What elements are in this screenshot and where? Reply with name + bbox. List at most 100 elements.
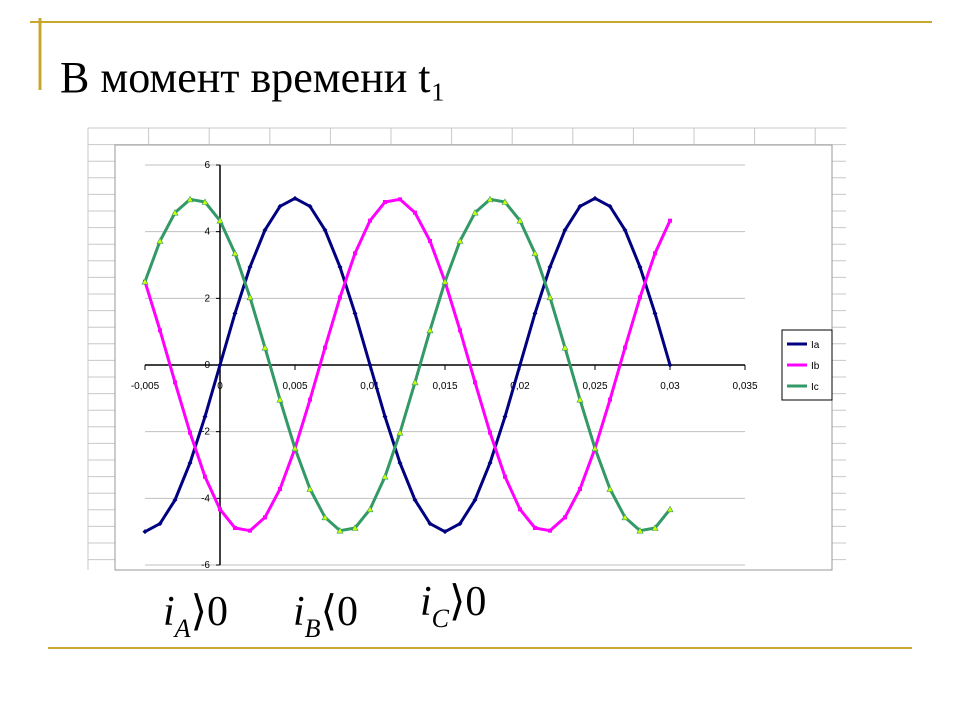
data-point [518,507,522,512]
data-point [411,378,419,386]
data-point [576,396,584,403]
data-point [351,524,359,531]
data-point [186,195,194,203]
data-point [397,460,403,466]
data-point [323,345,327,350]
data-point [577,203,583,209]
y-tick-label: -4 [201,493,210,504]
data-point [156,237,164,244]
data-point [533,526,537,530]
data-point [487,460,493,466]
data-point [217,362,223,368]
data-point [607,203,613,209]
x-tick-label: 0,02 [510,381,530,392]
data-point [502,414,508,420]
data-point [563,515,567,520]
data-point [382,414,388,420]
data-point [652,310,658,316]
data-point [276,396,284,403]
data-point [278,487,282,491]
data-point [306,485,314,492]
x-tick-label: 0,025 [582,381,607,392]
data-point [426,326,434,334]
data-point [668,218,672,223]
slide-title: В момент времени t₁ [60,53,446,102]
data-point [308,397,312,402]
formula-sub: C [432,604,450,633]
data-point [383,200,387,204]
data-point [261,344,269,351]
data-point [232,310,238,316]
data-point [457,521,463,527]
data-point [666,505,674,513]
data-point [501,198,509,205]
data-point [338,295,342,300]
data-point [368,218,372,223]
data-point [233,526,237,530]
x-tick-label: 0,015 [432,381,457,392]
data-point [157,521,163,527]
formula-sub: A [173,614,191,643]
formula: iA⟩0 [163,589,228,643]
spreadsheet-background [87,127,846,571]
data-point [321,513,329,521]
x-tick-label: 0,01 [360,381,380,392]
data-point [517,362,523,368]
data-point [562,227,568,233]
data-point [638,295,642,300]
data-point [381,473,389,480]
data-point [637,264,643,270]
series-line [143,197,672,533]
data-point [231,249,239,257]
data-point [141,278,149,285]
y-tick-label: 6 [204,160,210,171]
data-point [651,524,659,531]
data-point [547,264,553,270]
x-tick-label: 0,005 [282,381,307,392]
data-point [188,430,192,435]
data-point [561,344,569,351]
data-point [636,527,644,534]
data-point [546,293,554,301]
data-point [621,513,629,521]
data-point [172,497,178,503]
data-point [201,198,209,205]
series-line [144,196,672,534]
formula-var: i [293,589,305,635]
data-point [366,505,374,513]
formula: iB⟨0 [293,589,358,643]
data-point [291,444,299,452]
data-point [458,328,462,333]
data-point [202,414,208,420]
data-point [247,264,253,270]
data-point [248,528,252,533]
data-point [352,310,358,316]
data-point [337,264,343,270]
data-point [203,474,207,479]
formula-rel: ⟩0 [449,579,486,625]
data-point [606,485,614,492]
data-point [427,521,433,527]
data-point [622,227,628,233]
data-point [548,528,552,533]
y-tick-label: -6 [201,560,210,571]
data-point [578,487,582,491]
data-point [471,209,479,216]
data-point [592,195,598,201]
x-tick-label: 0,035 [732,381,757,392]
legend-label: Ic [811,382,819,393]
data-point [623,345,627,350]
chart: -6-4-20246-0,00500,0050,010,0150,020,025… [131,160,833,571]
data-point [591,444,599,452]
y-tick-label: 2 [204,293,210,304]
formula-sub: B [305,614,321,643]
data-point [263,515,267,520]
data-point [532,310,538,316]
data-point [218,507,222,512]
legend-label: Ia [811,340,820,351]
formula-var: i [420,579,432,625]
formula: iC⟩0 [420,579,486,633]
legend-label: Ib [811,361,820,372]
y-tick-label: -2 [201,427,210,438]
